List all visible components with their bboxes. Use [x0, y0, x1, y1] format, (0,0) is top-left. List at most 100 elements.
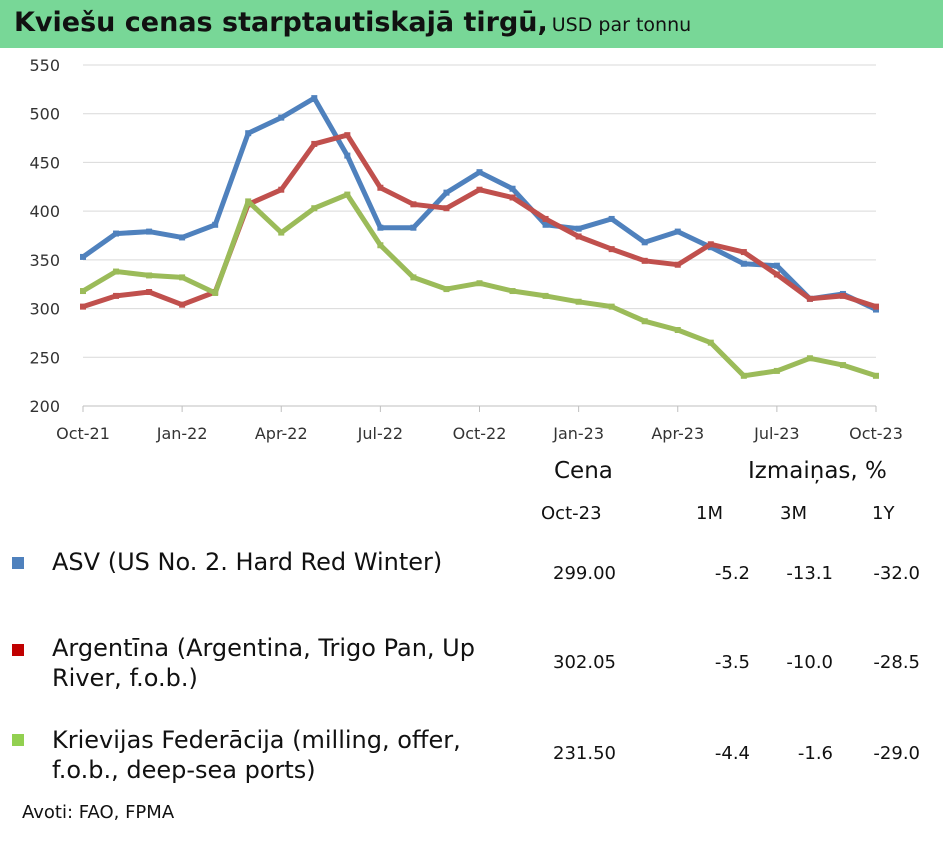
data-point	[311, 205, 318, 212]
data-point	[674, 261, 681, 268]
price-russia: 231.50	[553, 743, 616, 764]
x-tick-label: Oct-21	[56, 424, 110, 443]
data-point	[575, 298, 582, 305]
data-point	[80, 253, 86, 260]
legend-marker-russia	[12, 734, 24, 746]
chart-title: Kviešu cenas starptautiskajā tirgū, USD p…	[14, 7, 691, 38]
y-tick-label: 500	[29, 105, 60, 124]
data-point	[509, 194, 516, 201]
change-1m-argentina: -3.5	[714, 652, 750, 673]
x-tick-label: Apr-23	[651, 424, 704, 443]
data-point	[212, 289, 219, 296]
data-point	[443, 189, 450, 196]
data-point	[443, 205, 450, 212]
data-point	[146, 228, 153, 235]
legend-label-asv: ASV (US No. 2. Hard Red Winter)	[52, 548, 443, 576]
y-tick-label: 400	[29, 202, 60, 221]
col-1m-header: 1M	[696, 503, 723, 524]
tick-labels: 200 250 300 350 400 450 500 550 Oct-21 Jan-22 Apr-…	[29, 56, 902, 443]
data-point	[245, 130, 252, 137]
change-3m-asv: -13.1	[786, 563, 833, 584]
price-subheader: Oct-23	[541, 503, 602, 524]
x-tick-label: Jan-23	[552, 424, 604, 443]
change-3m-argentina: -10.0	[786, 652, 833, 673]
data-point	[674, 327, 681, 334]
col-1y-header: 1Y	[872, 503, 895, 524]
legend-label-argentina: Argentīna (Argentina, Trigo Pan, Up Rive…	[52, 634, 475, 692]
y-tick-label: 200	[29, 397, 60, 416]
data-point	[410, 201, 417, 208]
data-point	[80, 303, 86, 310]
data-point	[575, 225, 582, 232]
data-point	[146, 272, 153, 279]
data-point	[773, 262, 780, 269]
data-point	[740, 260, 747, 267]
price-header: Cena	[554, 458, 613, 484]
series-lines	[80, 95, 879, 379]
chart-subtitle: USD par tonnu	[551, 14, 692, 36]
x-tick-label: Apr-22	[255, 424, 308, 443]
data-point	[476, 186, 483, 193]
axes	[82, 405, 877, 412]
data-point	[542, 292, 549, 299]
change-1m-russia: -4.4	[714, 743, 750, 764]
data-point	[641, 318, 648, 325]
title-bar: Kviešu cenas starptautiskajā tirgū, USD p…	[0, 0, 943, 48]
change-1m-asv: -5.2	[714, 563, 750, 584]
data-point	[344, 191, 351, 198]
y-tick-label: 250	[29, 348, 60, 367]
data-point	[344, 132, 351, 139]
title-text: Kviešu cenas starptautiskajā tirgū,	[14, 7, 548, 38]
data-point	[873, 372, 879, 379]
data-point	[113, 230, 120, 237]
grid-lines	[83, 64, 876, 358]
data-point	[278, 114, 285, 121]
x-tick-label: Oct-23	[849, 424, 903, 443]
series-line-0	[80, 95, 879, 312]
price-asv: 299.00	[553, 563, 616, 584]
change-1y-asv: -32.0	[873, 563, 920, 584]
line-chart: 200 250 300 350 400 450 500 550 Oct-21 Jan-22 Apr-…	[29, 56, 902, 443]
change-1y-argentina: -28.5	[873, 652, 920, 673]
data-point	[146, 289, 153, 296]
data-point	[641, 239, 648, 246]
data-point	[245, 198, 252, 205]
data-point	[212, 221, 219, 228]
data-point	[873, 303, 879, 310]
data-point	[311, 95, 318, 102]
data-point	[80, 288, 86, 295]
data-point	[311, 140, 318, 147]
y-tick-label: 450	[29, 153, 60, 172]
x-tick-label: Jul-23	[753, 424, 799, 443]
data-point	[509, 288, 516, 295]
source-note: Avoti: FAO, FPMA	[22, 802, 175, 823]
data-point	[542, 221, 549, 228]
data-point	[410, 274, 417, 281]
data-point	[608, 303, 615, 310]
data-point	[278, 186, 285, 193]
data-point	[806, 295, 813, 302]
data-point	[377, 184, 384, 191]
data-point	[377, 242, 384, 249]
y-tick-label: 550	[29, 56, 60, 75]
data-point	[674, 228, 681, 235]
data-point	[806, 355, 813, 362]
data-point	[740, 249, 747, 256]
x-tick-label: Jul-22	[357, 424, 403, 443]
legend-marker-asv	[12, 557, 24, 569]
data-point	[179, 301, 186, 308]
data-point	[476, 169, 483, 176]
data-point	[278, 229, 285, 236]
change-header: Izmaiņas, %	[748, 458, 887, 484]
legend-label-russia: Krievijas Federācija (milling, offer, f.…	[52, 726, 461, 784]
data-point	[443, 286, 450, 293]
data-point	[707, 339, 714, 346]
price-argentina: 302.05	[553, 652, 616, 673]
data-point	[641, 257, 648, 264]
data-point	[410, 224, 417, 231]
data-point	[608, 215, 615, 222]
change-3m-russia: -1.6	[797, 743, 833, 764]
data-point	[542, 215, 549, 222]
data-point	[509, 185, 516, 192]
data-point	[773, 271, 780, 278]
